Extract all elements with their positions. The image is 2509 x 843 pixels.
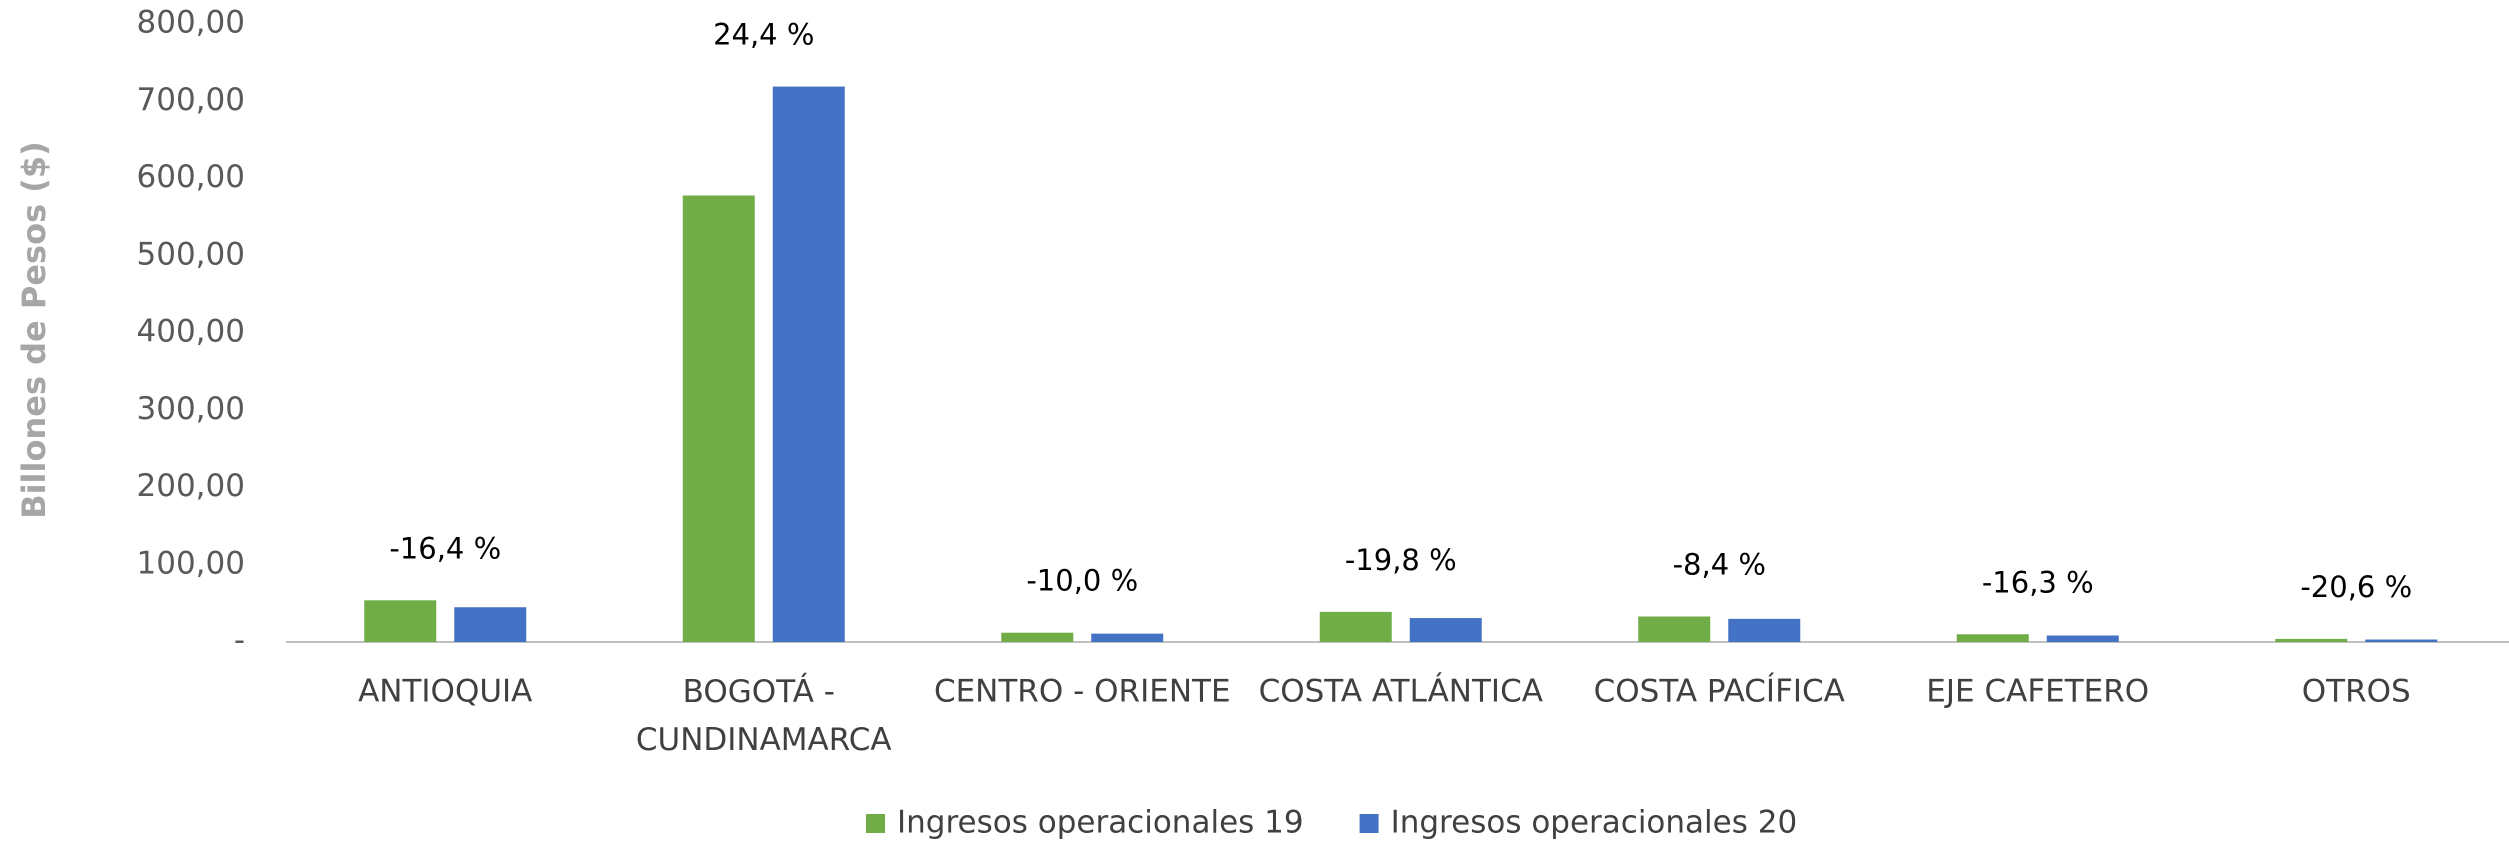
y-tick-label: - xyxy=(234,623,245,659)
x-tick-label-line: CUNDINAMARCA xyxy=(636,722,892,758)
bar xyxy=(454,607,527,642)
bar xyxy=(2365,639,2438,642)
legend-swatch xyxy=(866,814,885,833)
annotation: -8,4 % xyxy=(1673,548,1766,582)
bar xyxy=(1319,611,1392,642)
annotation: -16,4 % xyxy=(389,531,501,565)
y-axis-title: Billones de Pesos ($) xyxy=(15,141,53,519)
bar xyxy=(1728,618,1801,642)
x-tick-label: EJE CAFETERO xyxy=(1926,674,2149,710)
x-tick-label: OTROS xyxy=(2302,674,2411,710)
legend-label: Ingresos operacionales 20 xyxy=(1391,805,1798,841)
y-tick-label: 200,00 xyxy=(137,468,245,504)
annotation: -10,0 % xyxy=(1026,564,1138,598)
y-tick-label: 400,00 xyxy=(137,314,245,350)
y-tick-label: 100,00 xyxy=(137,545,245,581)
annotation: 24,4 % xyxy=(713,18,814,52)
y-tick-label: 700,00 xyxy=(137,82,245,118)
bar xyxy=(1001,632,1074,642)
y-tick-label: 600,00 xyxy=(137,159,245,195)
bar xyxy=(2046,635,2119,642)
bar xyxy=(1409,618,1482,642)
x-tick-label: CENTRO - ORIENTE xyxy=(934,674,1231,710)
legend-swatch xyxy=(1359,814,1379,833)
bar xyxy=(2275,638,2348,642)
bar xyxy=(1091,633,1164,642)
annotation: -16,3 % xyxy=(1982,565,2094,599)
bar xyxy=(1638,616,1711,642)
x-tick-label-line: BOGOTÁ - xyxy=(683,674,845,710)
x-tick-label: COSTA PACÍFICA xyxy=(1594,674,1845,710)
x-tick-label: COSTA ATLÁNTICA xyxy=(1259,674,1543,710)
bar xyxy=(772,86,845,642)
legend-label: Ingresos operacionales 19 xyxy=(897,805,1304,841)
bar xyxy=(364,600,437,642)
bar xyxy=(1956,634,2029,642)
bar xyxy=(682,195,755,642)
y-tick-label: 800,00 xyxy=(137,5,245,41)
x-tick-label: BOGOTÁ - CUNDINAMARCA xyxy=(636,674,892,758)
annotation: -19,8 % xyxy=(1345,543,1457,577)
x-tick-label: ANTIOQUIA xyxy=(358,674,532,710)
y-tick-label: 300,00 xyxy=(137,391,245,427)
annotation: -20,6 % xyxy=(2300,570,2412,604)
y-tick-label: 500,00 xyxy=(137,236,245,272)
